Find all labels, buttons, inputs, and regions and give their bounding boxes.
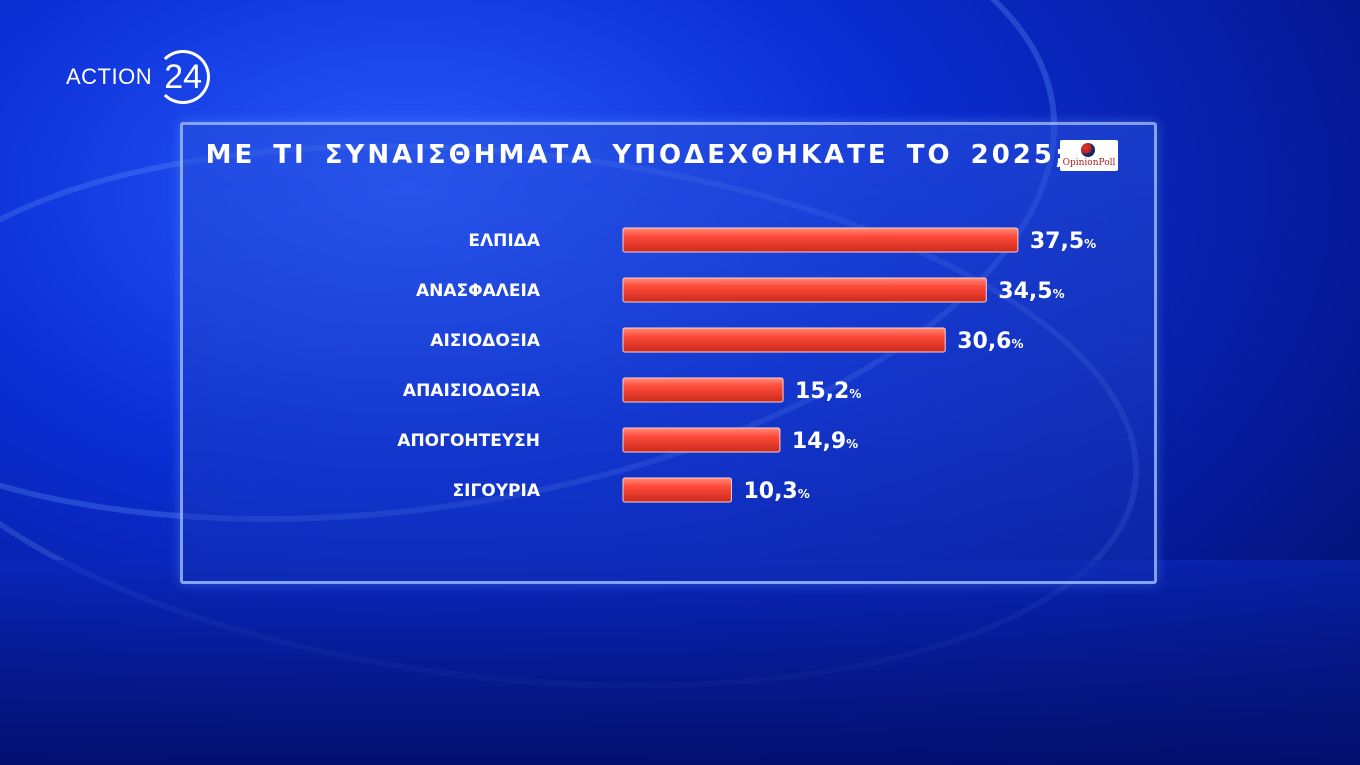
bar bbox=[622, 327, 946, 353]
value-label: 10,3% bbox=[743, 479, 809, 504]
category-label: ΕΛΠΙΔΑ bbox=[468, 231, 540, 251]
value-number: 37,5 bbox=[1030, 229, 1084, 254]
category-label: ΣΙΓΟΥΡΙΑ bbox=[453, 481, 541, 501]
value-unit: % bbox=[1053, 287, 1065, 301]
bar bbox=[622, 377, 784, 403]
opinionpoll-logo-icon bbox=[1081, 143, 1095, 157]
value-number: 15,2 bbox=[795, 379, 849, 404]
bar bbox=[622, 277, 987, 303]
category-label: ΑΠΟΓΟΗΤΕΥΣΗ bbox=[397, 431, 540, 451]
value-label: 14,9% bbox=[792, 429, 858, 454]
logo-ring-icon bbox=[156, 50, 211, 104]
channel-logo-word: ACTION bbox=[66, 64, 153, 89]
channel-logo-number-badge: 24 bbox=[156, 50, 211, 104]
background-floor bbox=[0, 560, 1360, 765]
bar bbox=[622, 427, 781, 453]
value-label: 34,5% bbox=[998, 279, 1064, 304]
value-unit: % bbox=[798, 487, 810, 501]
value-unit: % bbox=[1084, 237, 1096, 251]
value-number: 34,5 bbox=[998, 279, 1052, 304]
value-label: 30,6% bbox=[957, 329, 1023, 354]
bar bbox=[622, 477, 732, 503]
value-number: 14,9 bbox=[792, 429, 846, 454]
value-number: 10,3 bbox=[743, 479, 797, 504]
category-label: ΑΠΑΙΣΙΟΔΟΞΙΑ bbox=[403, 381, 541, 401]
source-logo: OpinionPoll bbox=[1060, 140, 1118, 171]
value-unit: % bbox=[1011, 337, 1023, 351]
value-unit: % bbox=[849, 387, 861, 401]
value-unit: % bbox=[846, 437, 858, 451]
value-label: 15,2% bbox=[795, 379, 861, 404]
category-label: ΑΝΑΣΦΑΛΕΙΑ bbox=[416, 281, 541, 301]
value-number: 30,6 bbox=[957, 329, 1011, 354]
bar bbox=[622, 227, 1019, 253]
chart-title: ΜΕ ΤΙ ΣΥΝΑΙΣΘΗΜΑΤΑ ΥΠΟΔΕΧΘΗΚΑΤΕ ΤΟ 2025; bbox=[205, 140, 1069, 170]
value-label: 37,5% bbox=[1030, 229, 1096, 254]
chart-panel bbox=[180, 122, 1157, 584]
source-logo-text: OpinionPoll bbox=[1062, 158, 1116, 168]
channel-logo: ACTION 24 bbox=[66, 50, 211, 104]
category-label: ΑΙΣΙΟΔΟΞΙΑ bbox=[430, 331, 541, 351]
bars-layer: ΕΛΠΙΔΑ 37,5% ΑΝΑΣΦΑΛΕΙΑ 34,5% ΑΙΣΙΟΔΟΞΙΑ 30,6… bbox=[397, 227, 1096, 504]
